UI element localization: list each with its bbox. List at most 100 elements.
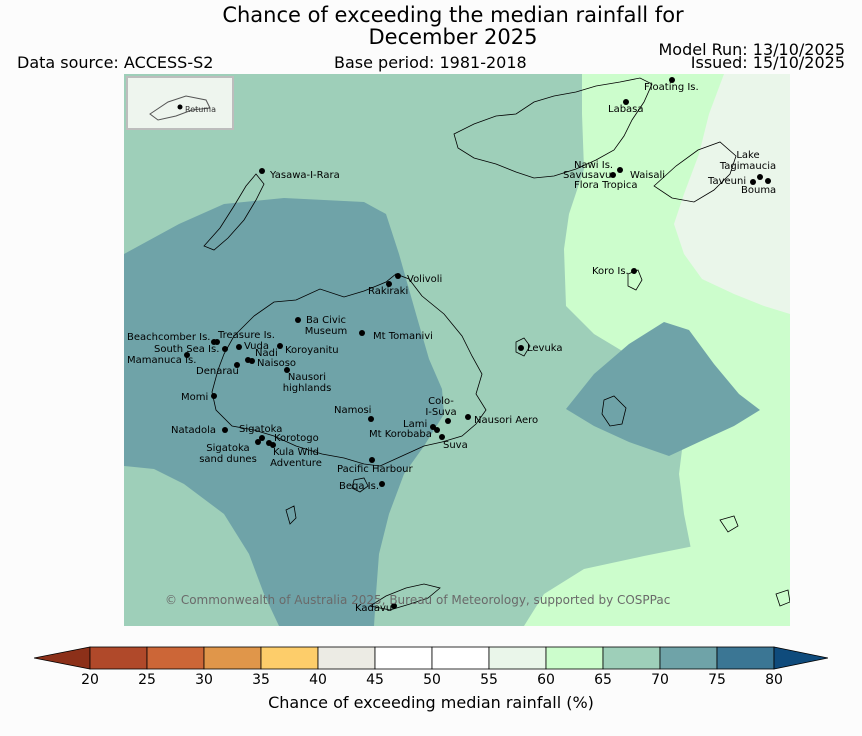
place-marker (518, 345, 524, 351)
place-nausori-highlands: Nausori highlands (282, 372, 332, 394)
place-marker (214, 339, 220, 345)
place-marker (259, 435, 265, 441)
place-marker (266, 440, 272, 446)
place-nawi: Nawi Is. (574, 160, 614, 171)
place-marker (249, 358, 255, 364)
colorbar-high-extension (773, 646, 828, 670)
taveuni-coast (653, 141, 737, 203)
colorbar-tick-label: 75 (708, 672, 726, 688)
colorbar-tick-label: 45 (366, 672, 384, 688)
place-marker (391, 603, 397, 609)
colorbar-segment (203, 646, 262, 670)
colorbar-tick-label: 60 (537, 672, 555, 688)
lau-coast (775, 589, 790, 607)
colorbar-tick-label: 40 (309, 672, 327, 688)
place-marker (236, 344, 242, 350)
rotuma-outline (149, 95, 211, 121)
place-marker (234, 362, 240, 368)
rotuma-label: Rotuma (185, 105, 216, 114)
place-marker (222, 346, 228, 352)
place-marker (222, 427, 228, 433)
colorbar-segment (146, 646, 205, 670)
colorbar-tick-label: 55 (480, 672, 498, 688)
place-marker (757, 174, 763, 180)
colorbar-segment (716, 646, 775, 670)
place-namosi: Namosi (334, 405, 372, 416)
place-labasa: Labasa (608, 104, 644, 115)
colorbar-tick-label: 30 (195, 672, 213, 688)
place-mt-korobaba: Mt Korobaba (369, 429, 432, 440)
place-marker (379, 481, 385, 487)
place-korotogo: Korotogo (274, 433, 319, 444)
place-marker (270, 442, 276, 448)
place-marker (445, 418, 451, 424)
place-marker (368, 416, 374, 422)
colorbar-label: Chance of exceeding median rainfall (%) (268, 693, 594, 712)
place-marker (184, 352, 190, 358)
place-ba-civic-museum: Ba Civic Museum (304, 315, 348, 337)
beqa-coast (351, 477, 369, 493)
map-title-line2: December 2025 (368, 25, 538, 49)
place-nadi: Nadi (255, 348, 278, 359)
place-natadola: Natadola (171, 425, 217, 436)
base-period: Base period: 1981-2018 (334, 53, 527, 72)
place-savusavu: Savusavu (563, 170, 612, 181)
place-floating-is: Floating Is. (644, 82, 699, 93)
moala-coast (719, 515, 739, 533)
place-denarau: Denarau (196, 366, 239, 377)
place-beachcomber: Beachcomber Is. (127, 332, 211, 343)
colorbar-tick-label: 35 (252, 672, 270, 688)
zone-60-65-southeast (524, 540, 790, 626)
place-marker (610, 172, 616, 178)
place-marker (617, 167, 623, 173)
colorbar-segment (260, 646, 319, 670)
colorbar-segment (488, 646, 547, 670)
place-vuda: Vuda (244, 341, 269, 352)
place-levuka: Levuka (527, 343, 563, 354)
colorbar-tick-label: 50 (423, 672, 441, 688)
place-marker (369, 457, 375, 463)
place-treasure: Treasure Is. (218, 330, 275, 341)
colorbar-tick-label: 20 (81, 672, 99, 688)
place-marker (259, 168, 265, 174)
colorbar-tick-label: 25 (138, 672, 156, 688)
colorbar-segment (89, 646, 148, 670)
place-marker (386, 281, 392, 287)
colorbar-low-extension (34, 646, 91, 670)
place-bouma: Bouma (741, 185, 777, 196)
place-marker (434, 427, 440, 433)
place-marker (295, 317, 301, 323)
place-lake-tagimaucia: Lake Tagimaucia (719, 150, 777, 172)
place-south-sea: South Sea Is. (154, 344, 220, 355)
place-marker (669, 77, 675, 83)
place-naisoso: Naisoso (257, 358, 297, 369)
place-koro: Koro Is. (592, 266, 629, 277)
place-pacific-harbour: Pacific Harbour (337, 464, 413, 475)
place-marker (623, 99, 629, 105)
zone-55-60-northeast (674, 74, 790, 314)
place-colo-i-suva: Colo- I-Suva (425, 396, 457, 418)
place-lami: Lami (403, 419, 428, 430)
copyright-notice: © Commonwealth of Australia 2025, Bureau… (165, 593, 671, 607)
place-flora-tropica: Flora Tropica (574, 180, 638, 191)
place-nausori-aero: Nausori Aero (474, 415, 539, 426)
place-momi: Momi (181, 392, 209, 403)
place-beqa: Beqa Is. (339, 481, 380, 492)
place-suva: Suva (443, 440, 468, 451)
zone-70-75-east (566, 322, 760, 456)
place-rakiraki: Rakiraki (368, 286, 409, 297)
place-yasawa: Yasawa-I-Rara (270, 170, 340, 181)
zone-70-75-west (124, 198, 444, 626)
place-marker (245, 357, 251, 363)
place-marker (750, 179, 756, 185)
place-taveuni: Taveuni (708, 176, 747, 187)
gau-coast (601, 395, 627, 427)
colorbar (34, 646, 828, 670)
place-waisali: Waisali (630, 170, 666, 181)
place-koroyanitu: Koroyanitu (285, 345, 339, 356)
place-sigatoka: Sigatoka (239, 424, 283, 435)
place-marker (211, 393, 217, 399)
place-marker (430, 424, 436, 430)
colorbar-tick-label: 80 (765, 672, 783, 688)
colorbar-segment (431, 646, 490, 670)
